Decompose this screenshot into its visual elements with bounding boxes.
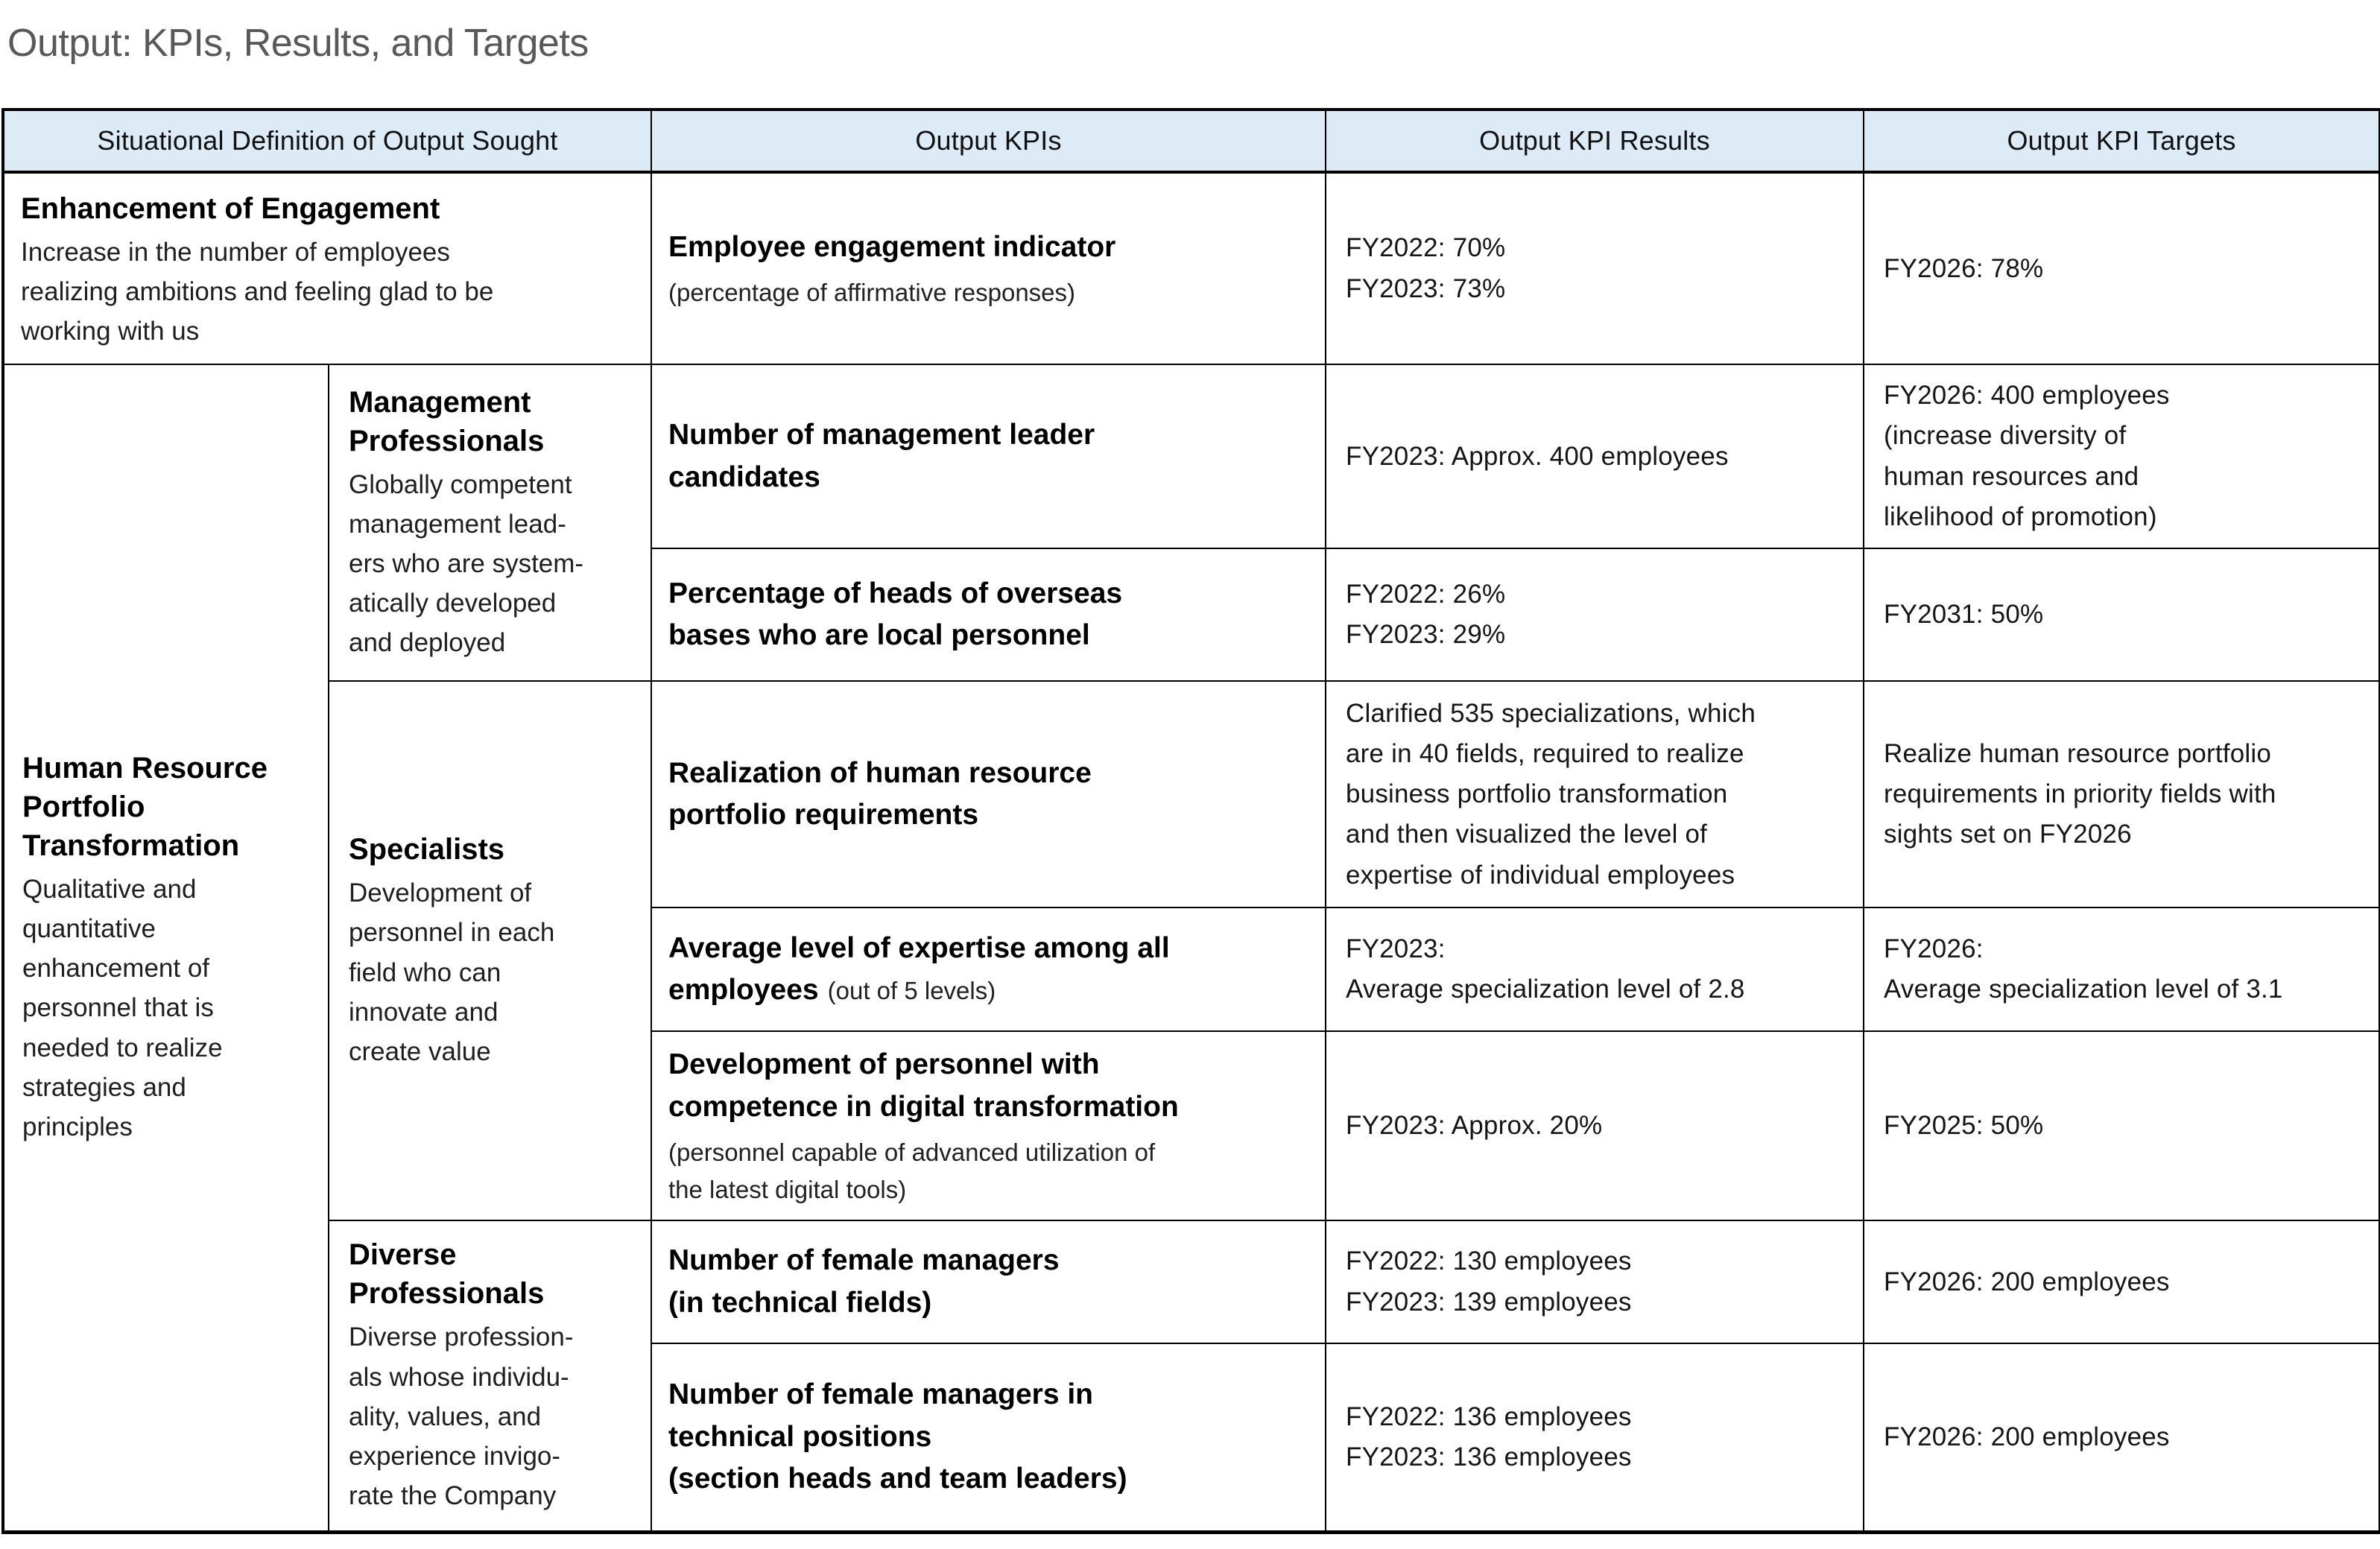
header-definition: Situational Definition of Output Sought bbox=[1, 109, 653, 174]
kpi-note: (percentage of affirmative responses) bbox=[668, 279, 1076, 307]
kpi-note: (out of 5 levels) bbox=[827, 977, 996, 1005]
header-row: Situational Definition of Output Sought … bbox=[1, 109, 2380, 174]
kpi-title: Number of female managers (in technical … bbox=[668, 1244, 1060, 1319]
cell-results-female-managers-positions: FY2022: 136 employees FY2023: 136 employ… bbox=[1325, 1343, 1865, 1533]
group-name: Diverse Professionals bbox=[349, 1238, 545, 1311]
kpi-targets: FY2026: 400 employees (increase diversit… bbox=[1884, 381, 2170, 531]
cell-engagement-definition: Enhancement of Engagement Increase in th… bbox=[1, 171, 653, 366]
group-name: Specialists bbox=[349, 833, 505, 867]
cell-results-digital-transformation: FY2023: Approx. 20% bbox=[1325, 1030, 1865, 1222]
kpi-targets: FY2031: 50% bbox=[1884, 600, 2044, 630]
kpi-targets: FY2026: 78% bbox=[1884, 253, 2044, 283]
cell-kpi-average-expertise: Average level of expertise among all emp… bbox=[651, 907, 1327, 1033]
page-title: Output: KPIs, Results, and Targets bbox=[7, 22, 589, 65]
cell-kpi-digital-transformation: Development of personnel with competence… bbox=[651, 1030, 1327, 1222]
group-description: Globally competent management lead- ers … bbox=[349, 469, 584, 658]
kpi-results: FY2023: Approx. 20% bbox=[1346, 1111, 1603, 1141]
cell-hr-portfolio: Human Resource Portfolio Transformation … bbox=[2, 364, 329, 1533]
kpi-targets: Realize human resource portfolio require… bbox=[1884, 738, 2276, 849]
header-targets: Output KPI Targets bbox=[1863, 109, 2380, 174]
kpi-note: (personnel capable of advanced utilizati… bbox=[668, 1138, 1156, 1203]
cell-engagement-results: FY2022: 70% FY2023: 73% bbox=[1325, 171, 1865, 366]
kpi-targets: FY2026: 200 employees bbox=[1884, 1267, 2170, 1296]
kpi-results: FY2022: 136 employees FY2023: 136 employ… bbox=[1346, 1401, 1632, 1472]
kpi-table: Situational Definition of Output Sought … bbox=[1, 108, 2380, 1534]
engagement-description: Increase in the number of employees real… bbox=[21, 237, 494, 346]
row-female-managers-positions: Number of female managers in technical p… bbox=[3, 1343, 2380, 1533]
cell-results-overseas-bases: FY2022: 26% FY2023: 29% bbox=[1325, 548, 1865, 682]
kpi-results: Clarified 535 specializations, which are… bbox=[1346, 698, 1756, 890]
cell-results-portfolio-realization: Clarified 535 specializations, which are… bbox=[1325, 680, 1865, 909]
cell-results-female-managers-fields: FY2022: 130 employees FY2023: 139 employ… bbox=[1325, 1220, 1865, 1345]
group-description: Diverse profession- als whose individu- … bbox=[349, 1322, 574, 1511]
kpi-targets: FY2026: Average specialization level of … bbox=[1884, 934, 2283, 1004]
cell-diverse-professionals: Diverse Professionals Diverse profession… bbox=[327, 1220, 653, 1533]
kpi-results: FY2022: 26% FY2023: 29% bbox=[1346, 579, 1506, 650]
cell-kpi-overseas-bases: Percentage of heads of overseas bases wh… bbox=[651, 548, 1327, 682]
kpi-title: Number of female managers in technical p… bbox=[668, 1378, 1127, 1495]
group-description: Development of personnel in each field w… bbox=[349, 878, 555, 1066]
kpi-results: FY2023: Average specialization level of … bbox=[1346, 934, 1745, 1004]
cell-targets-average-expertise: FY2026: Average specialization level of … bbox=[1863, 907, 2380, 1033]
kpi-title: Average level of expertise among all emp… bbox=[668, 931, 1170, 1007]
kpi-results: FY2022: 70% FY2023: 73% bbox=[1346, 233, 1506, 303]
kpi-results: FY2023: Approx. 400 employees bbox=[1346, 441, 1729, 471]
cell-targets-portfolio-realization: Realize human resource portfolio require… bbox=[1863, 680, 2380, 909]
kpi-title: Employee engagement indicator bbox=[668, 230, 1116, 263]
cell-targets-female-managers-positions: FY2026: 200 employees bbox=[1863, 1343, 2380, 1533]
cell-engagement-targets: FY2026: 78% bbox=[1863, 171, 2380, 366]
kpi-title: Development of personnel with competence… bbox=[668, 1048, 1179, 1123]
hr-portfolio-description: Qualitative and quantitative enhancement… bbox=[22, 874, 223, 1141]
cell-results-leader-candidates: FY2023: Approx. 400 employees bbox=[1325, 364, 1865, 550]
cell-targets-female-managers-fields: FY2026: 200 employees bbox=[1863, 1220, 2380, 1345]
kpi-targets: FY2026: 200 employees bbox=[1884, 1422, 2170, 1451]
cell-kpi-leader-candidates: Number of management leader candidates bbox=[651, 364, 1327, 550]
kpi-title: Number of management leader candidates bbox=[668, 419, 1095, 493]
cell-targets-digital-transformation: FY2025: 50% bbox=[1863, 1030, 2380, 1222]
cell-kpi-female-managers-fields: Number of female managers (in technical … bbox=[651, 1220, 1327, 1345]
header-kpis: Output KPIs bbox=[651, 109, 1327, 174]
row-overseas-bases: Percentage of heads of overseas bases wh… bbox=[3, 548, 2380, 682]
row-portfolio-realization: Specialists Development of personnel in … bbox=[3, 680, 2380, 1222]
row-digital-transformation: Development of personnel with competence… bbox=[3, 1030, 2380, 1222]
kpi-targets: FY2025: 50% bbox=[1884, 1111, 2044, 1141]
hr-portfolio-name: Human Resource Portfolio Transformation bbox=[22, 751, 268, 862]
cell-engagement-kpi: Employee engagement indicator (percentag… bbox=[651, 171, 1327, 366]
group-name: Management Professionals bbox=[349, 385, 545, 457]
row-average-expertise: Average level of expertise among all emp… bbox=[3, 907, 2380, 1033]
cell-management-professionals: Management Professionals Globally compet… bbox=[327, 364, 653, 682]
cell-kpi-portfolio-realization: Realization of human resource portfolio … bbox=[651, 680, 1327, 909]
row-female-managers-fields: Diverse Professionals Diverse profession… bbox=[3, 1220, 2380, 1533]
cell-targets-leader-candidates: FY2026: 400 employees (increase diversit… bbox=[1863, 364, 2380, 550]
row-engagement: Enhancement of Engagement Increase in th… bbox=[1, 171, 2380, 366]
engagement-name: Enhancement of Engagement bbox=[21, 191, 440, 225]
header-results: Output KPI Results bbox=[1325, 109, 1865, 174]
cell-targets-overseas-bases: FY2031: 50% bbox=[1863, 548, 2380, 682]
row-mgmt-candidates: Human Resource Portfolio Transformation … bbox=[2, 364, 2380, 1533]
kpi-title: Percentage of heads of overseas bases wh… bbox=[668, 577, 1123, 652]
cell-results-average-expertise: FY2023: Average specialization level of … bbox=[1325, 907, 1865, 1033]
kpi-results: FY2022: 130 employees FY2023: 139 employ… bbox=[1346, 1247, 1632, 1317]
kpi-title: Realization of human resource portfolio … bbox=[668, 756, 1092, 831]
cell-kpi-female-managers-positions: Number of female managers in technical p… bbox=[651, 1343, 1327, 1533]
cell-specialists: Specialists Development of personnel in … bbox=[327, 680, 653, 1222]
